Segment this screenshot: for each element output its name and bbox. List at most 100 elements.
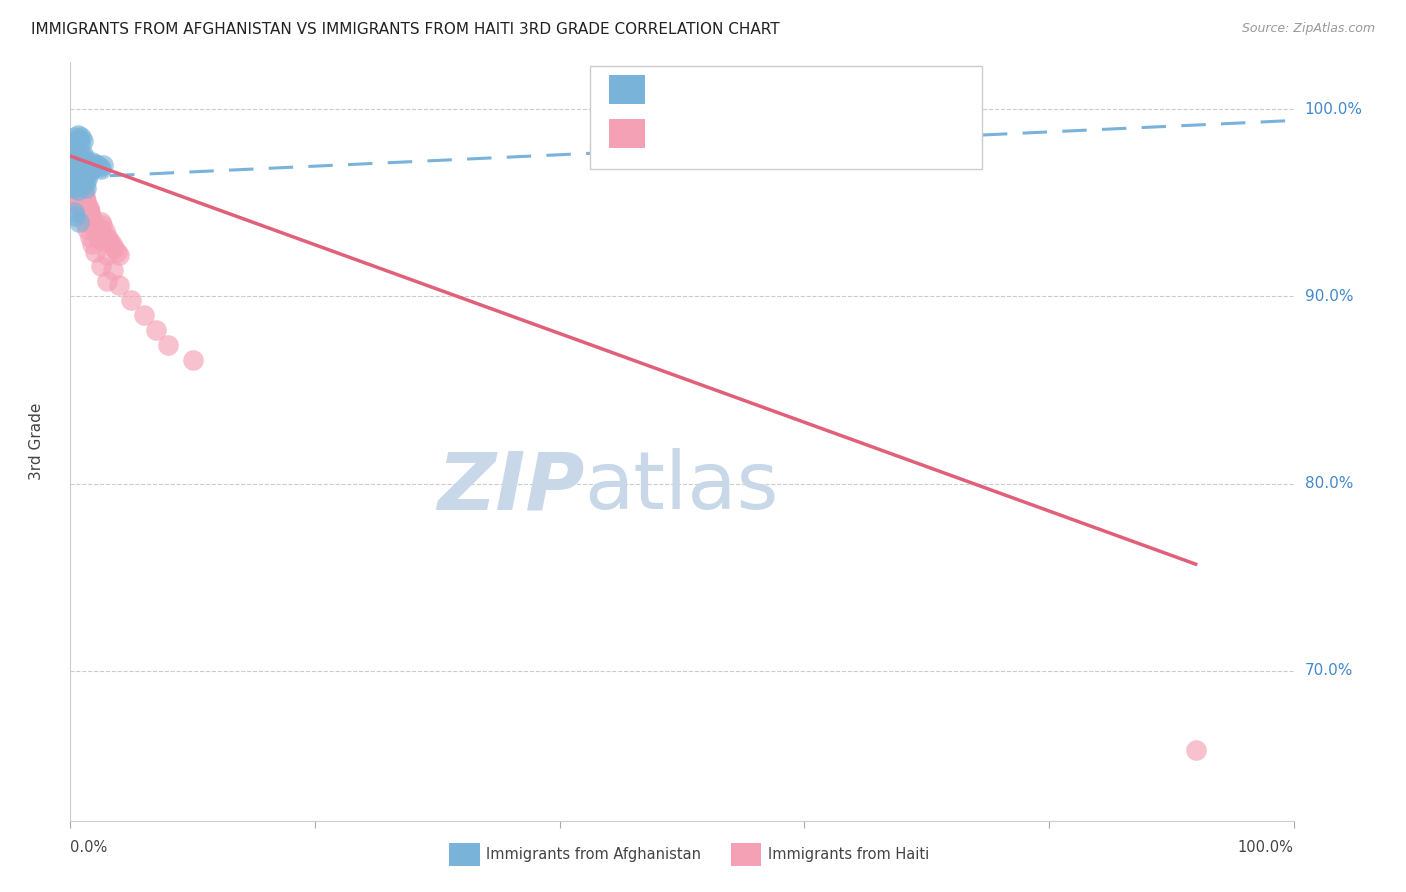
Point xyxy=(86,227,108,242)
Point xyxy=(145,323,167,337)
Text: N = 68: N = 68 xyxy=(828,81,884,96)
Point xyxy=(73,214,96,228)
Point xyxy=(66,179,89,194)
Point xyxy=(69,168,91,182)
Point xyxy=(101,263,124,277)
Point xyxy=(63,185,86,199)
Point xyxy=(63,162,86,177)
Point xyxy=(72,147,94,161)
Point xyxy=(66,128,89,143)
Point xyxy=(70,162,93,177)
Point xyxy=(70,181,93,195)
Point xyxy=(66,161,89,175)
Point xyxy=(105,244,128,259)
Point xyxy=(62,162,84,177)
FancyBboxPatch shape xyxy=(591,66,981,169)
Point xyxy=(79,205,101,219)
Point xyxy=(91,158,114,172)
Point xyxy=(91,219,114,233)
Point xyxy=(72,134,94,148)
Point xyxy=(62,177,84,191)
Point xyxy=(67,171,90,186)
Point xyxy=(69,175,91,189)
Text: Source: ZipAtlas.com: Source: ZipAtlas.com xyxy=(1241,22,1375,36)
Point xyxy=(79,158,101,172)
Point xyxy=(181,353,204,368)
Point xyxy=(83,161,105,175)
Point xyxy=(66,168,89,182)
Point xyxy=(75,181,97,195)
Point xyxy=(73,177,96,191)
Point xyxy=(75,194,97,208)
Point xyxy=(63,149,86,163)
Point xyxy=(63,158,86,172)
Point xyxy=(63,209,86,223)
Point xyxy=(87,231,110,245)
Point xyxy=(60,154,83,169)
Point xyxy=(73,161,96,175)
Point xyxy=(132,308,155,322)
Point xyxy=(67,195,90,210)
Point xyxy=(108,278,131,293)
Point xyxy=(80,162,103,177)
Point xyxy=(63,166,86,180)
Point xyxy=(70,171,93,186)
Point xyxy=(63,153,86,167)
Text: 90.0%: 90.0% xyxy=(1305,289,1353,304)
Point xyxy=(73,190,96,204)
Point xyxy=(86,158,108,172)
Point xyxy=(63,136,86,150)
Point xyxy=(103,241,125,255)
Point xyxy=(66,151,89,165)
Point xyxy=(90,233,112,247)
Point xyxy=(69,158,91,172)
Point xyxy=(1184,742,1206,756)
Point xyxy=(63,173,86,187)
Point xyxy=(83,220,105,235)
Point xyxy=(90,214,112,228)
Point xyxy=(72,207,94,221)
Point xyxy=(70,153,93,167)
Text: 100.0%: 100.0% xyxy=(1237,839,1294,855)
Point xyxy=(72,183,94,197)
Point xyxy=(73,154,96,169)
Point xyxy=(69,136,91,150)
Point xyxy=(83,156,105,170)
Point xyxy=(65,179,87,194)
Point xyxy=(63,130,86,145)
Point xyxy=(76,171,98,186)
Point xyxy=(80,209,103,223)
Point xyxy=(76,198,98,212)
Point xyxy=(63,181,86,195)
Point xyxy=(69,149,91,163)
Point xyxy=(96,248,118,262)
Point xyxy=(65,147,87,161)
Point xyxy=(63,144,86,158)
Point xyxy=(65,188,87,202)
Point xyxy=(63,162,86,177)
Point xyxy=(72,168,94,182)
Point xyxy=(66,169,89,184)
Point xyxy=(73,164,96,178)
Point xyxy=(62,177,84,191)
Point xyxy=(93,224,115,238)
Point xyxy=(62,149,84,163)
Text: R =  0.027: R = 0.027 xyxy=(659,81,745,96)
Point xyxy=(62,162,84,177)
Point xyxy=(75,168,97,182)
Point xyxy=(98,233,121,247)
Point xyxy=(67,173,90,187)
Point xyxy=(101,237,124,252)
Point xyxy=(62,154,84,169)
Point xyxy=(157,338,180,352)
Point xyxy=(96,275,118,289)
Point xyxy=(66,183,89,197)
Text: ZIP: ZIP xyxy=(437,448,583,526)
Point xyxy=(65,164,87,178)
Bar xyxy=(609,75,645,104)
Point xyxy=(121,293,143,308)
Point xyxy=(67,175,90,189)
Text: Immigrants from Afghanistan: Immigrants from Afghanistan xyxy=(486,847,702,863)
Point xyxy=(73,186,96,201)
Point xyxy=(65,166,87,180)
